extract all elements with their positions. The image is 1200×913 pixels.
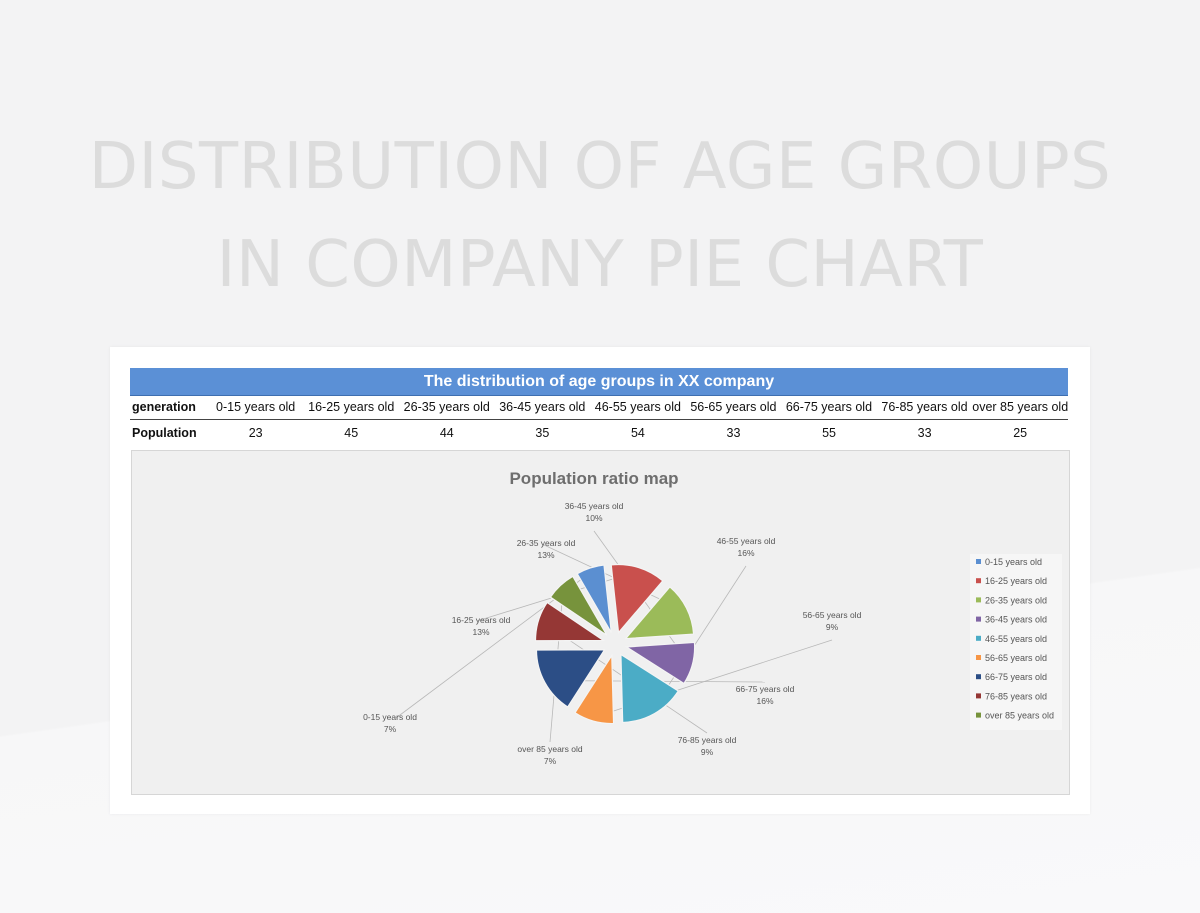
legend-swatch [976, 597, 981, 603]
generation-row: generation 0-15 years old 16-25 years ol… [130, 395, 1068, 420]
population-cell[interactable]: 44 [439, 426, 454, 440]
population-row: Population 23 45 44 35 54 33 55 33 25 [130, 421, 1068, 445]
data-label-percent: 9% [701, 747, 714, 757]
legend-swatch [976, 674, 981, 680]
pie-chart: Population ratio map 0-15 years old 7% 16-… [363, 469, 1062, 766]
generation-cell[interactable]: 0-15 years old [216, 400, 296, 414]
table-title: The distribution of age groups in XX com… [130, 368, 1068, 396]
data-label-category: over 85 years old [517, 744, 582, 754]
legend-swatch [976, 693, 981, 699]
legend-label[interactable]: over 85 years old [985, 711, 1054, 721]
legend-label[interactable]: 26-35 years old [985, 595, 1047, 605]
legend-label[interactable]: 0-15 years old [985, 557, 1042, 567]
data-label-percent: 13% [472, 627, 489, 637]
spreadsheet-card: The distribution of age groups in XX com… [110, 347, 1090, 814]
generation-cell[interactable]: 16-25 years old [308, 400, 395, 414]
generation-cell[interactable]: 26-35 years old [403, 400, 490, 414]
data-label-category: 56-65 years old [803, 610, 862, 620]
data-label-category: 66-75 years old [736, 684, 795, 694]
headline-line-2: IN COMPANY PIE CHART [216, 228, 984, 302]
legend-label[interactable]: 66-75 years old [985, 672, 1047, 682]
pie-slice[interactable] [610, 563, 664, 634]
legend-swatch [976, 655, 981, 660]
population-row-header: Population [132, 426, 197, 440]
pie-slice[interactable] [624, 586, 695, 640]
legend-label[interactable]: 36-45 years old [985, 615, 1047, 625]
chart-area[interactable]: Population ratio map 0-15 years old 7% 16-… [131, 450, 1070, 795]
legend-label[interactable]: 76-85 years old [985, 691, 1047, 701]
data-label-category: 0-15 years old [363, 712, 417, 722]
generation-cell[interactable]: 46-55 years old [594, 400, 681, 414]
legend-swatch [976, 712, 981, 718]
data-label-category: 76-85 years old [678, 735, 737, 745]
data-label-percent: 7% [384, 724, 397, 734]
generation-cell[interactable]: 36-45 years old [499, 400, 586, 414]
data-label-percent: 9% [826, 622, 839, 632]
data-label-percent: 7% [544, 756, 557, 766]
data-label-percent: 16% [737, 548, 754, 558]
data-label-category: 26-35 years old [517, 538, 576, 548]
legend-box [970, 554, 1062, 730]
chart-title: Population ratio map [509, 469, 678, 488]
data-labels: 0-15 years old 7% 16-25 years old 13% 26-35 … [363, 501, 862, 766]
population-cell[interactable]: 33 [917, 426, 932, 440]
population-cell[interactable]: 35 [535, 426, 550, 440]
population-cell[interactable]: 54 [630, 426, 645, 440]
pie-slice[interactable] [620, 653, 680, 724]
population-cell[interactable]: 33 [726, 426, 741, 440]
generation-cell[interactable]: over 85 years old [972, 400, 1069, 414]
pie-slice[interactable] [624, 641, 696, 685]
data-label-percent: 16% [756, 696, 773, 706]
legend: 0-15 years old 16-25 years old 26-35 years… [970, 554, 1062, 730]
page-headline: DISTRIBUTION OF AGE GROUPS IN COMPANY PI… [0, 118, 1200, 314]
population-cell[interactable]: 25 [1013, 426, 1028, 440]
legend-label[interactable]: 16-25 years old [985, 576, 1047, 586]
data-label-category: 46-55 years old [717, 536, 776, 546]
pie-slices [534, 563, 696, 725]
leader-lines [395, 530, 833, 743]
legend-swatch [976, 559, 981, 564]
population-cell[interactable]: 45 [344, 426, 359, 440]
population-cell[interactable]: 23 [248, 426, 263, 440]
data-label-category: 16-25 years old [452, 615, 511, 625]
pie-slice[interactable] [574, 653, 615, 725]
population-cell[interactable]: 55 [822, 426, 837, 440]
legend-label[interactable]: 46-55 years old [985, 634, 1047, 644]
pie-slice[interactable] [534, 601, 606, 642]
legend-swatch [976, 578, 981, 584]
generation-cell[interactable]: 66-75 years old [785, 400, 873, 414]
generation-row-header: generation [132, 400, 196, 414]
data-label-category: 36-45 years old [565, 501, 624, 511]
legend-swatch [976, 635, 981, 641]
headline-line-1: DISTRIBUTION OF AGE GROUPS [88, 130, 1112, 204]
data-label-percent: 10% [585, 513, 602, 523]
legend-swatch [976, 616, 981, 622]
generation-cell[interactable]: 76-85 years old [881, 400, 968, 414]
data-label-percent: 13% [537, 550, 554, 560]
pie-slice[interactable] [535, 649, 606, 708]
legend-label[interactable]: 56-65 years old [985, 653, 1047, 663]
pie-slice[interactable] [549, 575, 608, 636]
pie-slice[interactable] [576, 564, 612, 633]
generation-cell[interactable]: 56-65 years old [690, 400, 777, 414]
